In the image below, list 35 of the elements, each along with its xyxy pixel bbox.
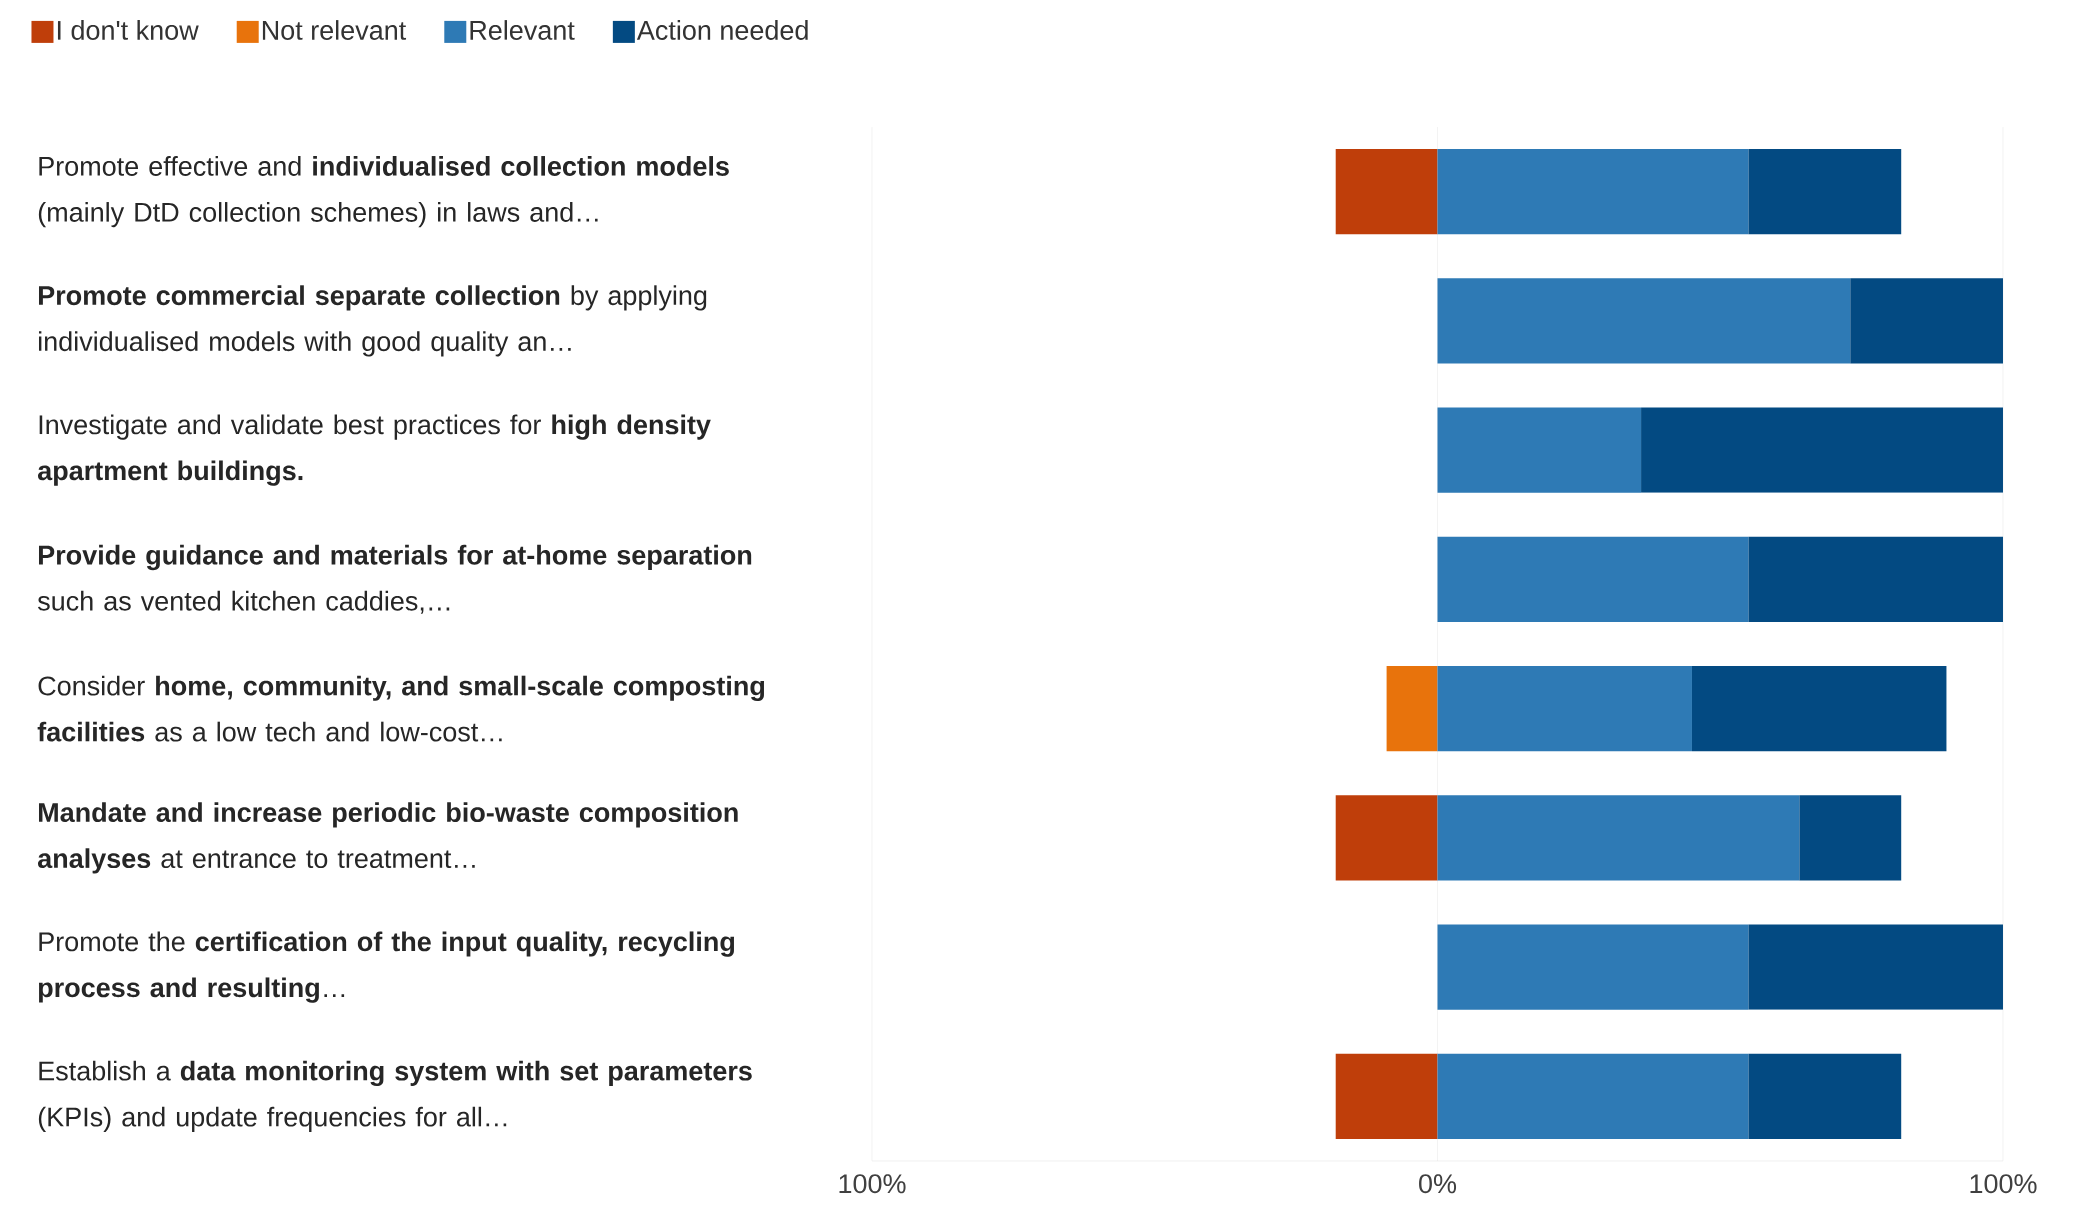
bar [1799, 795, 1902, 881]
y-tick-label: Promote effective and individualised collection models (mainly DtD collection schemes) in laws and… [38, 156, 729, 228]
x-tick-label: 100% [1970, 1174, 2037, 1194]
bar [1335, 1053, 1438, 1139]
bar [1748, 924, 2003, 1010]
bar [1335, 795, 1438, 881]
bar [1437, 536, 1749, 623]
bar [1437, 665, 1692, 752]
y-tick-label: Consider home, community, and small-scale composting facilities as a low tech and low-cost… [37, 675, 765, 742]
bar [1437, 1053, 1749, 1139]
y-tick-label: Establish a data monitoring system with set parameters (KPIs) and update frequencies for all… [38, 1060, 752, 1132]
bar [1437, 278, 1851, 364]
bar [1748, 148, 1902, 235]
bar [1641, 407, 2003, 493]
bar [1386, 665, 1438, 752]
x-tick-label: 100% [839, 1174, 906, 1194]
x-tick-label: 0% [1419, 1174, 1457, 1194]
bar [1748, 1053, 1902, 1139]
y-tick-label: Promote commercial separate collection by applying individualised models with good quality an… [38, 285, 707, 357]
bar [1437, 924, 1749, 1010]
y-tick-label: Mandate and increase periodic bio-waste composition analyses at entrance to treatment… [37, 802, 738, 874]
category-label: Investigate and validate best practices for high density apartment buildings. [37, 414, 711, 486]
bar [1437, 148, 1749, 235]
bar [1850, 278, 2003, 364]
bar [1437, 795, 1800, 881]
legend-label: Action needed [636, 20, 808, 40]
y-tick-label: Provide guidance and materials for at-home separation such as vented kitchen caddies,… [37, 544, 752, 614]
bar [1437, 407, 1642, 493]
bar [1748, 536, 2003, 623]
y-tick-label: Promote the certification of the input quality, recycling process and resulting… [38, 931, 735, 1003]
legend-label: Not relevant [262, 20, 407, 40]
bar [1691, 665, 1947, 752]
bar [1335, 148, 1438, 235]
legend-label: I don't know [57, 20, 199, 40]
legend-label: Relevant [470, 20, 575, 40]
